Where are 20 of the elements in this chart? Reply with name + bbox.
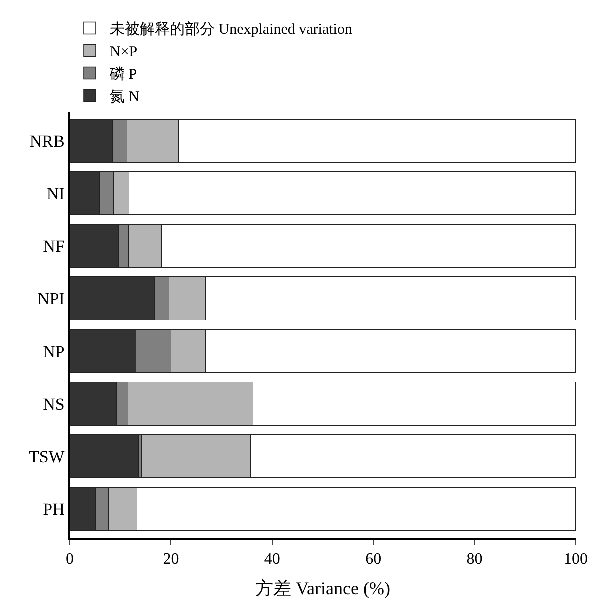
x-tick-label: 60 <box>366 550 382 568</box>
x-axis-title: 方差 Variance (%) <box>256 578 390 599</box>
x-tick-label: 40 <box>264 550 280 568</box>
x-tick-label: 80 <box>466 550 483 568</box>
y-tick-label: NS <box>43 394 65 414</box>
legend-label: 氮 N <box>110 90 140 106</box>
y-tick-label: PH <box>43 500 65 520</box>
y-tick-label: NP <box>43 342 65 362</box>
y-tick-label: NRB <box>30 132 65 151</box>
y-tick-label: NPI <box>37 290 66 309</box>
bar <box>70 434 140 478</box>
y-tick-label: NF <box>43 237 65 256</box>
x-tick-label: 100 <box>564 550 588 568</box>
y-tick-label: TSW <box>28 447 66 466</box>
legend-label: 未被解释的部分 Unexplained variation <box>110 21 353 38</box>
legend-label: N×P <box>110 44 138 61</box>
legend-label: 磷 P <box>109 66 138 84</box>
x-tick-label: 0 <box>66 550 74 568</box>
x-tick-label: 20 <box>163 550 180 568</box>
y-tick-label: NI <box>46 184 66 204</box>
